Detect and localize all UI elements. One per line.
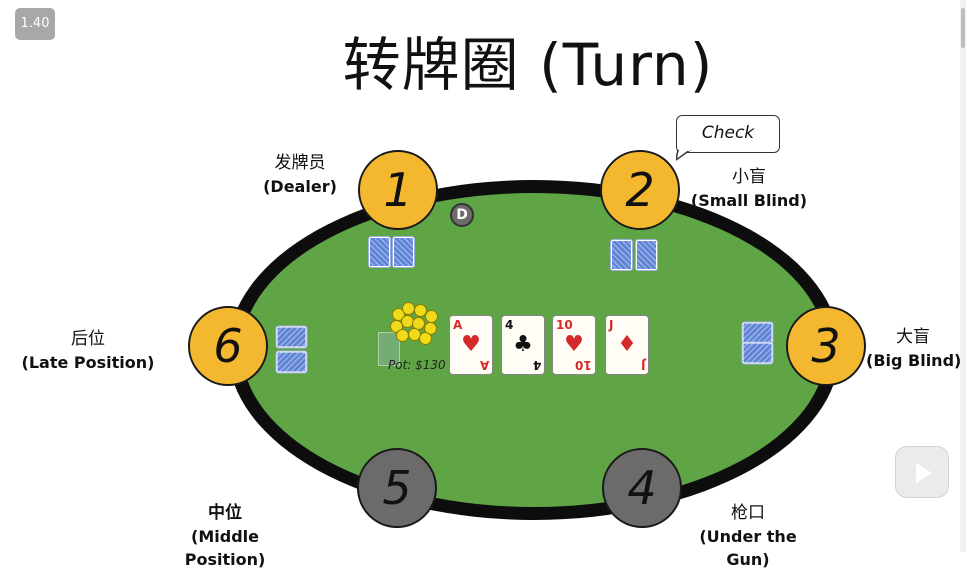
- seat-4-label: 枪口 (Under the Gun): [682, 502, 814, 571]
- seat-label-zh: 后位: [71, 329, 105, 349]
- playback-speed-badge[interactable]: 1.40: [15, 8, 55, 40]
- seat-label-en: (Small Blind): [690, 191, 808, 210]
- seat-5: 5: [357, 448, 437, 528]
- card-suit-icon: ♦: [617, 332, 637, 357]
- seat-number: 4: [627, 461, 657, 515]
- card-suit-icon: ♣: [513, 332, 533, 357]
- seat-label-en: (Under the Gun): [699, 527, 797, 569]
- seat-label-zh: 枪口: [731, 503, 765, 523]
- seat-number: 5: [382, 461, 412, 515]
- play-icon: [916, 463, 932, 483]
- hole-card-back: [742, 342, 773, 364]
- seat-1-label: 发牌员 (Dealer): [240, 152, 360, 198]
- slide-title: 转牌圈 (Turn): [342, 31, 714, 99]
- card-rank: A: [479, 358, 489, 372]
- chip-icon: [419, 332, 432, 345]
- pot-amount: Pot: $130: [388, 358, 446, 372]
- seat-label-en: (Late Position): [21, 353, 155, 372]
- seat-3: 3: [786, 306, 866, 386]
- board-card-2: 4 ♣ 4: [501, 315, 545, 375]
- hole-card-back: [393, 237, 414, 267]
- hole-card-back: [369, 237, 390, 267]
- card-rank: 10: [556, 318, 573, 332]
- seat-label-en: (Dealer): [263, 177, 337, 196]
- chip-icon: [425, 310, 438, 323]
- scrollbar-track[interactable]: [960, 0, 966, 552]
- chip-icon: [396, 329, 409, 342]
- card-rank: 4: [505, 318, 514, 332]
- play-button[interactable]: [895, 446, 949, 498]
- board-card-3: 10 ♥ 10: [552, 315, 596, 375]
- card-rank: J: [609, 318, 614, 332]
- seat-6-label: 后位 (Late Position): [20, 328, 156, 374]
- seat-label-zh: 发牌员: [274, 153, 326, 173]
- dealer-button: D: [450, 203, 474, 227]
- hole-card-back: [276, 351, 307, 373]
- seat-3-label: 大盲 (Big Blind): [866, 326, 960, 372]
- seat-label-zh: 小盲: [732, 167, 766, 187]
- hole-card-back: [636, 240, 657, 270]
- seat-number: 1: [383, 163, 413, 217]
- board-card-4: J ♦ J: [605, 315, 649, 375]
- speech-bubble-tail: [676, 150, 692, 161]
- seat-label-en: (Middle Position): [184, 527, 266, 569]
- card-rank: 4: [532, 358, 541, 372]
- chip-stack: [388, 300, 444, 350]
- card-rank: J: [640, 358, 645, 372]
- card-suit-icon: ♥: [461, 332, 481, 357]
- board-card-1: A ♥ A: [449, 315, 493, 375]
- card-rank: 10: [575, 358, 592, 372]
- chip-icon: [402, 302, 415, 315]
- seat-6: 6: [188, 306, 268, 386]
- seat-label-zh: 中位: [208, 503, 242, 523]
- seat-5-label: 中位 (Middle Position): [150, 502, 300, 571]
- seat-number: 3: [811, 319, 841, 373]
- action-speech-bubble: Check: [676, 115, 780, 153]
- seat-label-zh: 大盲: [896, 327, 930, 347]
- seat-2: 2: [600, 150, 680, 230]
- hole-card-back: [742, 322, 773, 344]
- seat-label-en: (Big Blind): [866, 351, 960, 370]
- hole-card-back: [611, 240, 632, 270]
- hole-card-back: [276, 326, 307, 348]
- seat-2-label: 小盲 (Small Blind): [684, 166, 814, 212]
- seat-number: 2: [625, 163, 655, 217]
- faded-card-icon: [378, 332, 400, 366]
- scrollbar-thumb[interactable]: [961, 8, 965, 48]
- card-rank: A: [453, 318, 463, 332]
- card-suit-icon: ♥: [564, 332, 584, 357]
- seat-4: 4: [602, 448, 682, 528]
- seat-1: 1: [358, 150, 438, 230]
- seat-number: 6: [213, 319, 243, 373]
